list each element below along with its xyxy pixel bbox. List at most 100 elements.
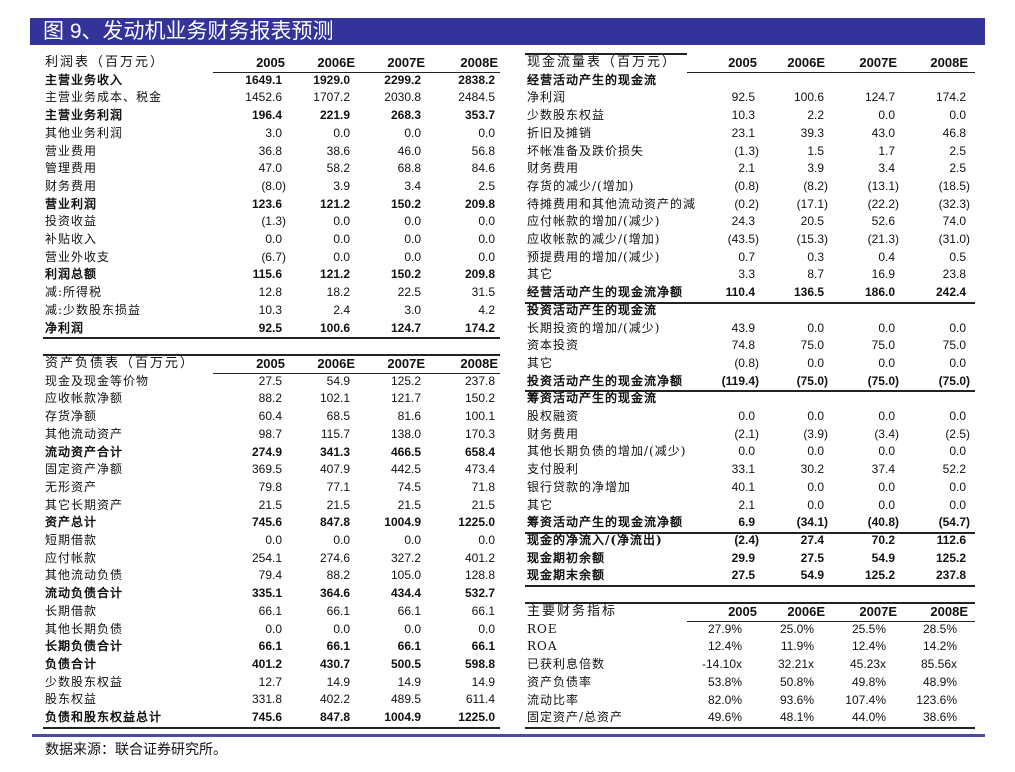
cell-2005: 82.0% [707,692,742,707]
table-row: 应收帐款净额 88.2 102.1 121.7 150.2 [45,390,500,408]
cell-2008e: 1225.0 [458,710,495,724]
row-rule [525,585,975,587]
row-label: 补贴收入 [45,232,98,246]
cell-2008e: 21.5 [471,497,495,512]
row-rule [525,390,975,393]
row-label: 减:少数股东损益 [45,302,142,317]
table-row: 筹资活动产生的现金流 [527,390,975,408]
table-row: 投资收益 (1.3) 0.0 0.0 0.0 [45,213,500,231]
cell-2006e: 341.3 [319,444,350,459]
row-label: 现金的净流入/(净流出) [527,532,663,547]
cell-2008e: 353.7 [464,108,495,123]
row-label: 资本投资 [527,338,580,353]
column-header-2008e: 2008E [930,604,968,619]
cell-2005: 254.1 [251,550,282,565]
cell-2005: 401.2 [251,656,282,671]
row-label: 营业费用 [45,143,98,158]
cell-2005: 6.9 [738,515,755,530]
row-label: 其它 [527,355,554,370]
table-row: 主营业务成本、税金 1452.6 1707.2 2030.8 2484.5 [45,89,500,107]
table-row: 财务费用 (2.1) (3.9) (3.4) (2.5) [527,426,975,444]
row-label: 净利润 [45,320,85,335]
cell-2005: 0.0 [738,409,755,423]
cell-2007e: 150.2 [390,196,421,211]
column-header-2007e: 2007E [387,55,425,70]
table-row: ROE 27.9% 25.0% 25.5% 28.5% [527,621,975,639]
cell-2006e: 121.2 [319,267,350,282]
cell-2005: 10.3 [731,108,755,123]
cell-2006e: (75.0) [796,373,828,388]
row-label: 已获利息倍数 [527,657,606,672]
row-label: 其它 [527,267,554,282]
table-row: 其他业务利润 3.0 0.0 0.0 0.0 [45,125,500,143]
column-header-2008e: 2008E [460,55,498,70]
table-row: 其它长期资产 21.5 21.5 21.5 21.5 [45,497,500,515]
cell-2008e: 0.0 [478,249,495,264]
cell-2007e: 52.6 [871,214,895,229]
column-header-2006e: 2006E [317,55,355,70]
table-header-row: 主要财务指标 2005 2006E 2007E 2008E [527,603,975,621]
cell-2007e: 0.0 [404,621,421,636]
cell-2007e: 1004.9 [384,710,421,724]
cell-2006e: 11.9% [780,639,814,654]
cell-2008e: 0.0 [949,108,966,123]
cell-2007e: 3.4 [878,161,895,176]
cell-2006e: 274.6 [319,550,350,565]
row-label: 股东权益 [45,692,98,707]
cell-2008e: 150.2 [464,391,495,406]
cell-2006e: 38.6 [326,143,350,158]
cell-2006e: (8.2) [803,178,828,193]
cell-2006e: 0.0 [333,249,350,264]
cell-2005: 115.6 [252,267,282,282]
cell-2005: (1.3) [261,214,286,229]
cell-2005: (0.8) [734,355,759,370]
cell-2005: (1.3) [734,143,759,158]
cell-2006e: 0.0 [807,479,824,494]
cell-2007e: 54.9 [871,550,895,565]
row-label: 减:所得税 [45,285,103,300]
cell-2007e: 124.7 [390,320,421,335]
row-label: 利润总额 [45,267,98,282]
row-rule [43,337,500,340]
cell-2008e: 0.0 [949,409,966,423]
row-label: 其他流动资产 [45,426,124,441]
row-label: 现金期初余额 [527,550,606,565]
cell-2006e: 407.9 [319,462,350,477]
row-label: 其它长期资产 [45,497,124,512]
cell-2005: 47.0 [258,161,282,176]
cell-2005: 0.0 [265,533,282,547]
cell-2007e: 268.3 [390,108,421,123]
cell-2008e: 0.0 [478,125,495,140]
cell-2008e: 56.8 [471,143,495,158]
table-row: 负债和股东权益总计 745.6 847.8 1004.9 1225.0 [45,709,500,727]
cell-2007e: 489.5 [390,692,421,707]
row-label: 经营活动产生的现金流净额 [527,285,684,300]
cell-2006e: 121.2 [319,196,350,211]
table-row: 少数股东权益 10.3 2.2 0.0 0.0 [527,107,975,125]
header-underline [687,620,975,622]
table-row: 营业利润 123.6 121.2 150.2 209.8 [45,196,500,214]
cell-2007e: 75.0 [871,338,895,353]
table-row: 长期投资的增加/(减少) 43.9 0.0 0.0 0.0 [527,320,975,338]
cell-2007e: 434.4 [390,586,421,601]
cell-2007e: 125.2 [864,568,895,583]
cell-2007e: 124.7 [864,90,895,105]
cell-2006e: 77.1 [326,479,350,494]
table-row: 资产总计 745.6 847.8 1004.9 1225.0 [45,514,500,532]
cell-2006e: 364.6 [319,586,350,601]
row-label: 筹资活动产生的现金流净额 [527,515,684,530]
cell-2007e: 0.0 [404,214,421,229]
table-row: 折旧及摊销 23.1 39.3 43.0 46.8 [527,125,975,143]
cell-2006e: 847.8 [319,710,350,724]
row-label: 筹资活动产生的现金流 [527,391,658,406]
cell-2008e: 112.6 [936,532,966,547]
cell-2007e: 150.2 [390,267,421,282]
cell-2008e: 2838.2 [458,72,495,87]
table-header-row: 现金流量表（百万元） 2005 2006E 2007E 2008E [527,54,975,72]
cell-2008e: 209.8 [464,196,495,211]
cell-2006e: 1.5 [807,143,824,158]
table-title: 利润表（百万元） [45,55,166,70]
cell-2008e: 125.2 [935,550,966,565]
cell-2005: 24.3 [731,214,755,229]
cell-2007e: 12.4% [851,639,886,654]
